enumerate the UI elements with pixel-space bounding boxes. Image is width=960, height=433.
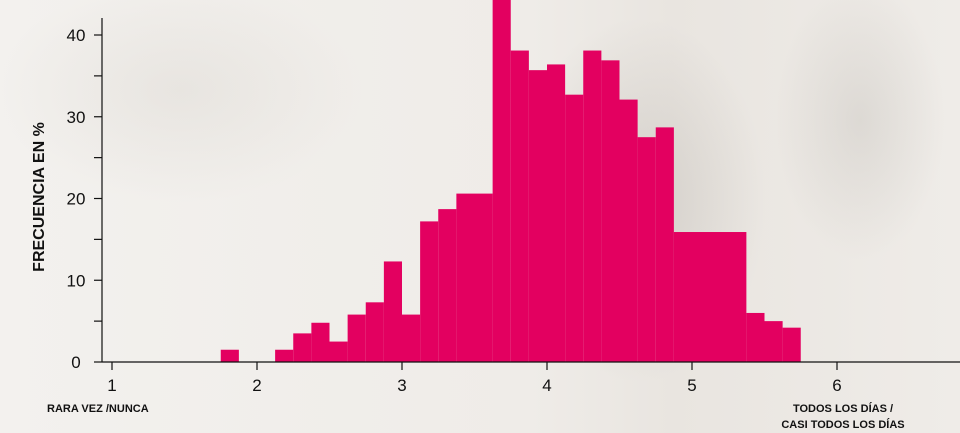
x-tick-label: 2 <box>252 376 261 395</box>
histogram-bar <box>510 50 529 362</box>
histogram-bar <box>764 321 783 362</box>
histogram-bar <box>456 193 475 362</box>
histogram-bar <box>420 221 439 362</box>
histogram-bar <box>637 137 656 362</box>
histogram-bar <box>601 60 620 362</box>
x-tick-label: 6 <box>832 376 841 395</box>
histogram-bar <box>383 261 402 362</box>
histogram-bar <box>565 94 584 363</box>
histogram-bar <box>673 232 692 362</box>
y-axis-title: FRECUENCIA EN % <box>31 122 48 272</box>
x-end-label-right-line1: TODOS LOS DÍAS / <box>793 402 893 415</box>
tick-labels: 0 10 20 30 40 1 2 3 4 5 6 <box>67 26 842 395</box>
histogram-bar <box>782 327 801 362</box>
y-tick-label: 0 <box>71 353 80 372</box>
histogram-bar <box>402 314 421 362</box>
histogram-bar <box>547 64 566 363</box>
y-tick-label: 40 <box>67 26 86 45</box>
y-tick-label: 20 <box>67 190 86 209</box>
histogram-bar <box>619 99 638 363</box>
histogram-bar <box>329 341 348 362</box>
histogram-bar <box>311 322 330 362</box>
histogram-bars <box>220 0 801 363</box>
histogram-bar <box>746 312 765 362</box>
histogram-bar <box>474 193 493 362</box>
x-tick-label: 5 <box>687 376 696 395</box>
histogram-bar <box>492 0 511 362</box>
histogram-bar <box>528 70 547 362</box>
histogram-bar <box>438 209 457 362</box>
y-tick-label: 10 <box>67 271 86 290</box>
histogram-bar <box>275 349 294 362</box>
histogram-bar <box>347 314 366 362</box>
histogram-bar <box>692 232 747 362</box>
histogram-bar <box>293 333 312 362</box>
histogram-bar <box>583 50 602 362</box>
histogram-bar <box>655 127 674 362</box>
histogram-bar <box>365 302 384 362</box>
axes <box>94 18 960 370</box>
histogram-bar <box>220 349 239 362</box>
x-tick-label: 1 <box>107 376 116 395</box>
y-tick-label: 30 <box>67 108 86 127</box>
x-end-label-right-line2: CASI TODOS LOS DÍAS <box>781 418 904 431</box>
x-tick-label: 4 <box>542 376 551 395</box>
x-tick-label: 3 <box>397 376 406 395</box>
x-end-label-left: RARA VEZ /NUNCA <box>47 403 149 415</box>
